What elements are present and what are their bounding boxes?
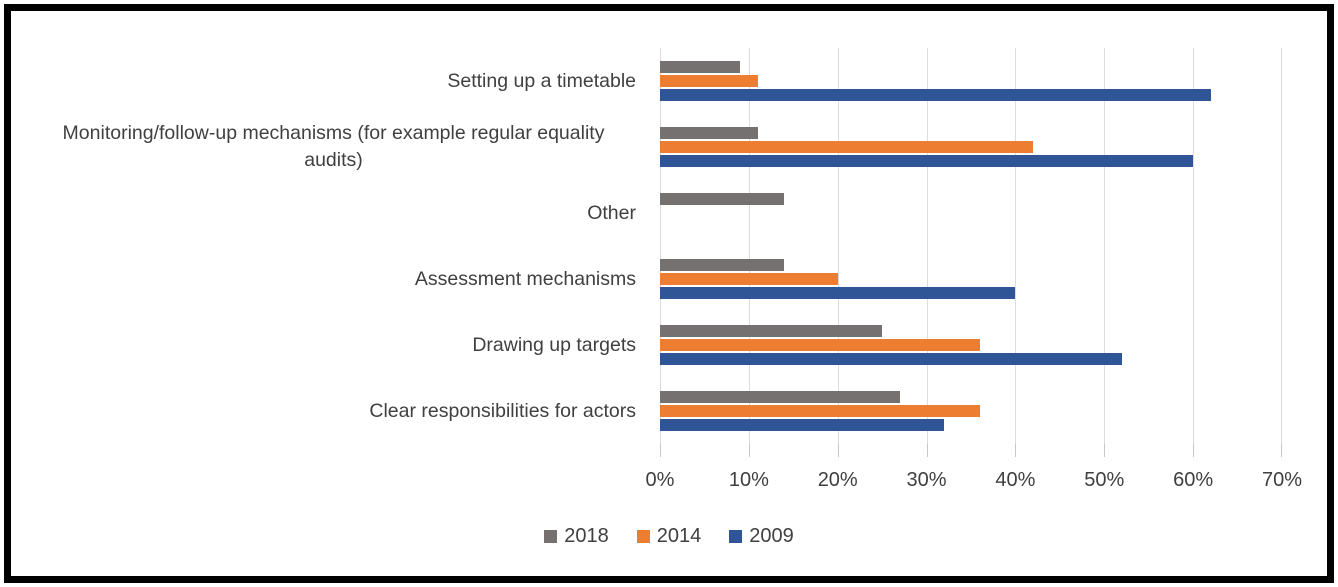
legend: 2018 2014 2009 bbox=[11, 525, 1327, 548]
bar-cluster bbox=[660, 312, 1282, 378]
bar-2014 bbox=[660, 339, 980, 351]
bar-2018 bbox=[660, 259, 785, 271]
bar-2018 bbox=[660, 61, 740, 73]
gridline bbox=[1281, 48, 1282, 444]
bar-2009 bbox=[660, 353, 1123, 365]
bar-cluster bbox=[660, 114, 1282, 180]
bar-2018 bbox=[660, 325, 883, 337]
axis-tick-mark bbox=[1015, 444, 1017, 457]
axis-tick-mark bbox=[926, 444, 928, 457]
bar-2014 bbox=[660, 405, 980, 417]
legend-swatch-icon bbox=[729, 530, 743, 543]
bar-2018 bbox=[660, 391, 900, 403]
legend-label: 2018 bbox=[564, 525, 609, 547]
legend-item-2009: 2009 bbox=[729, 525, 794, 548]
gridline bbox=[1015, 48, 1017, 444]
x-tick-label: 70% bbox=[1261, 469, 1303, 491]
category-axis: Setting up a timetable Monitoring/follow-… bbox=[31, 48, 636, 444]
category-label: Assessment mechanisms bbox=[414, 267, 636, 290]
legend-swatch-icon bbox=[636, 530, 650, 543]
x-tick-label: 50% bbox=[1084, 469, 1125, 491]
gridline bbox=[837, 48, 839, 444]
legend-label: 2009 bbox=[749, 525, 794, 547]
bar-2018 bbox=[660, 127, 758, 139]
legend-item-2014: 2014 bbox=[636, 525, 702, 548]
axis-tick-mark bbox=[1104, 444, 1106, 457]
axis-tick-mark bbox=[660, 444, 661, 457]
legend-item-2018: 2018 bbox=[544, 525, 609, 548]
bar-2009 bbox=[660, 155, 1194, 167]
bar-2018 bbox=[660, 193, 785, 205]
x-tick-label: 40% bbox=[995, 469, 1036, 491]
legend-label: 2014 bbox=[656, 525, 702, 547]
bar-cluster bbox=[660, 180, 1282, 246]
legend-swatch-icon bbox=[544, 530, 558, 543]
axis-tick-mark bbox=[1281, 444, 1282, 457]
gridline bbox=[1104, 48, 1106, 444]
bar-2009 bbox=[660, 419, 945, 431]
bar-2014 bbox=[660, 75, 758, 87]
gridline bbox=[1193, 48, 1195, 444]
chart-frame: Setting up a timetable Monitoring/follow-… bbox=[4, 4, 1334, 583]
bar-2014 bbox=[660, 273, 838, 285]
bar-cluster bbox=[660, 378, 1282, 444]
category-label: Monitoring/follow-up mechanisms (for exa… bbox=[62, 122, 605, 171]
bar-cluster bbox=[660, 48, 1282, 114]
gridline bbox=[660, 48, 661, 444]
gridline bbox=[748, 48, 750, 444]
category-label: Setting up a timetable bbox=[447, 69, 636, 92]
bar-cluster bbox=[660, 246, 1282, 312]
plot-area bbox=[660, 48, 1282, 457]
x-tick-label: 30% bbox=[906, 469, 947, 491]
axis-tick-mark bbox=[748, 444, 750, 457]
category-label: Clear responsibilities for actors bbox=[369, 399, 636, 422]
axis-tick-mark bbox=[837, 444, 839, 457]
category-label: Other bbox=[587, 201, 636, 224]
x-tick-label: 60% bbox=[1173, 469, 1214, 491]
bar-2014 bbox=[660, 141, 1034, 153]
category-label: Drawing up targets bbox=[472, 333, 636, 356]
gridline bbox=[926, 48, 928, 444]
x-tick-label: 10% bbox=[728, 469, 769, 491]
bar-2009 bbox=[660, 287, 1016, 299]
x-tick-label: 0% bbox=[645, 469, 675, 491]
axis-tick-mark bbox=[1193, 444, 1195, 457]
x-tick-label: 20% bbox=[817, 469, 858, 491]
bar-2009 bbox=[660, 89, 1211, 101]
